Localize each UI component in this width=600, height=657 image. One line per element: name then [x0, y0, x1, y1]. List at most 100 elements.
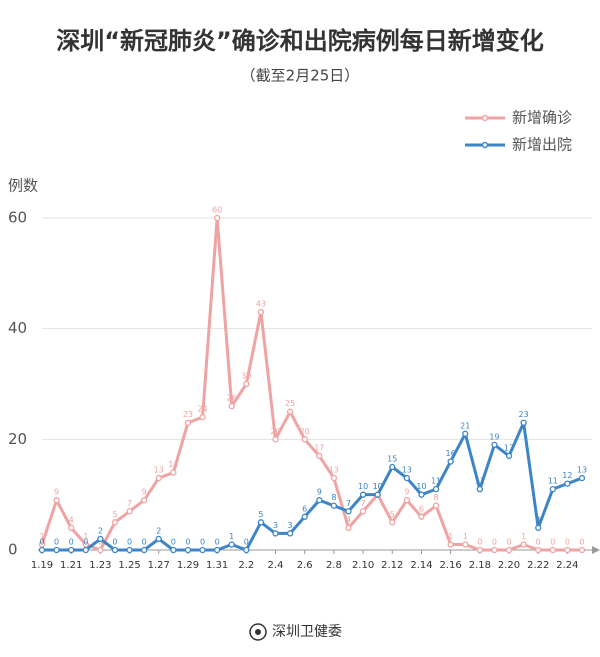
- data-label: 9: [54, 488, 59, 497]
- data-label: 26: [227, 394, 237, 403]
- data-point: [447, 458, 454, 465]
- data-point: [68, 546, 75, 554]
- data-point: [535, 546, 542, 554]
- data-point: [126, 508, 133, 515]
- x-tick-label: 2.18: [469, 560, 491, 571]
- data-label: 17: [314, 443, 324, 452]
- data-point: [53, 546, 60, 554]
- data-label: 5: [112, 510, 117, 519]
- data-label: 0: [506, 538, 511, 547]
- data-point: [170, 469, 177, 476]
- data-point: [301, 513, 308, 520]
- data-label: 0: [492, 538, 497, 547]
- data-point: [389, 463, 396, 471]
- data-point: [126, 546, 133, 554]
- data-point: [228, 402, 235, 410]
- data-point: [184, 546, 192, 554]
- data-label: 13: [329, 466, 339, 475]
- data-label: 10: [373, 482, 383, 491]
- data-label: 23: [183, 410, 193, 419]
- data-point: [462, 541, 469, 548]
- x-tick-label: 1.21: [60, 560, 82, 571]
- data-point: [520, 541, 527, 548]
- data-label: 4: [69, 515, 74, 524]
- data-point: [462, 430, 469, 437]
- data-point: [418, 491, 425, 498]
- data-point: [199, 414, 206, 421]
- series-line: [40, 216, 582, 552]
- chart-title: 深圳“新冠肺炎”确诊和出院病例每日新增变化: [56, 27, 544, 55]
- chart-subtitle: （截至2月25日）: [241, 67, 360, 85]
- data-label: 0: [54, 538, 59, 547]
- data-label: 9: [404, 488, 409, 497]
- data-point: [549, 485, 556, 493]
- footer-logo: [249, 623, 267, 641]
- data-label: 6: [302, 504, 307, 513]
- data-label: 19: [489, 432, 499, 441]
- data-point: [286, 408, 294, 415]
- data-point: [432, 502, 440, 509]
- data-label: 0: [127, 538, 132, 547]
- data-label: 0: [39, 538, 44, 547]
- data-point: [359, 508, 367, 515]
- data-label: 1: [448, 532, 453, 541]
- data-label: 0: [83, 538, 88, 547]
- data-point: [447, 541, 454, 548]
- x-tick-label: 2.12: [381, 560, 403, 571]
- data-label: 5: [390, 510, 395, 519]
- data-point: [243, 380, 250, 388]
- data-point: [213, 214, 221, 222]
- data-label: 1: [521, 532, 526, 541]
- legend-label: 新增出院: [512, 136, 572, 154]
- data-label: 0: [579, 538, 584, 547]
- data-point: [68, 524, 75, 532]
- data-point: [505, 452, 513, 460]
- x-tick-label: 2.10: [352, 560, 374, 571]
- data-label: 0: [477, 538, 482, 547]
- data-point: [418, 513, 425, 520]
- footer-text: 深圳卫健委: [272, 624, 342, 640]
- x-tick-label: 1.29: [177, 560, 199, 571]
- data-point: [141, 497, 148, 504]
- data-point: [330, 502, 338, 509]
- data-label: 0: [550, 538, 555, 547]
- data-point: [403, 474, 411, 482]
- data-point: [316, 497, 323, 504]
- data-point: [345, 508, 352, 515]
- x-tick-label: 1.27: [148, 560, 170, 571]
- data-label: 7: [127, 499, 132, 508]
- y-axis-label: 例数: [8, 177, 38, 195]
- series-line: [42, 421, 583, 552]
- data-label: 1: [83, 532, 88, 541]
- x-tick-label: 2.20: [498, 560, 520, 571]
- data-point: [257, 308, 265, 316]
- data-point: [389, 519, 396, 526]
- data-point: [184, 419, 192, 426]
- x-tick-label: 1.31: [206, 560, 228, 571]
- data-point: [403, 497, 411, 504]
- data-point: [199, 546, 206, 554]
- data-point: [155, 535, 162, 543]
- data-point: [491, 546, 498, 554]
- data-label: 1: [229, 532, 234, 541]
- data-label: 25: [285, 399, 295, 408]
- data-point: [476, 485, 483, 493]
- data-label: 0: [185, 538, 190, 547]
- data-label: 11: [431, 477, 441, 486]
- data-label: 20: [300, 427, 310, 436]
- data-label: 0: [171, 538, 176, 547]
- x-tick-label: 2.16: [440, 560, 462, 571]
- data-label: 0: [112, 538, 117, 547]
- data-label: 43: [256, 300, 266, 309]
- x-tick-label: 1.23: [89, 560, 111, 571]
- data-label: 1: [39, 532, 44, 541]
- x-axis-arrow: [592, 546, 600, 554]
- data-point: [432, 485, 440, 493]
- legend-label: 新增确诊: [512, 109, 572, 127]
- data-label: 3: [288, 521, 293, 530]
- data-point: [97, 535, 104, 543]
- data-point: [505, 546, 513, 554]
- legend-marker: [481, 141, 489, 149]
- legend-marker: [481, 114, 489, 122]
- data-point: [316, 452, 323, 460]
